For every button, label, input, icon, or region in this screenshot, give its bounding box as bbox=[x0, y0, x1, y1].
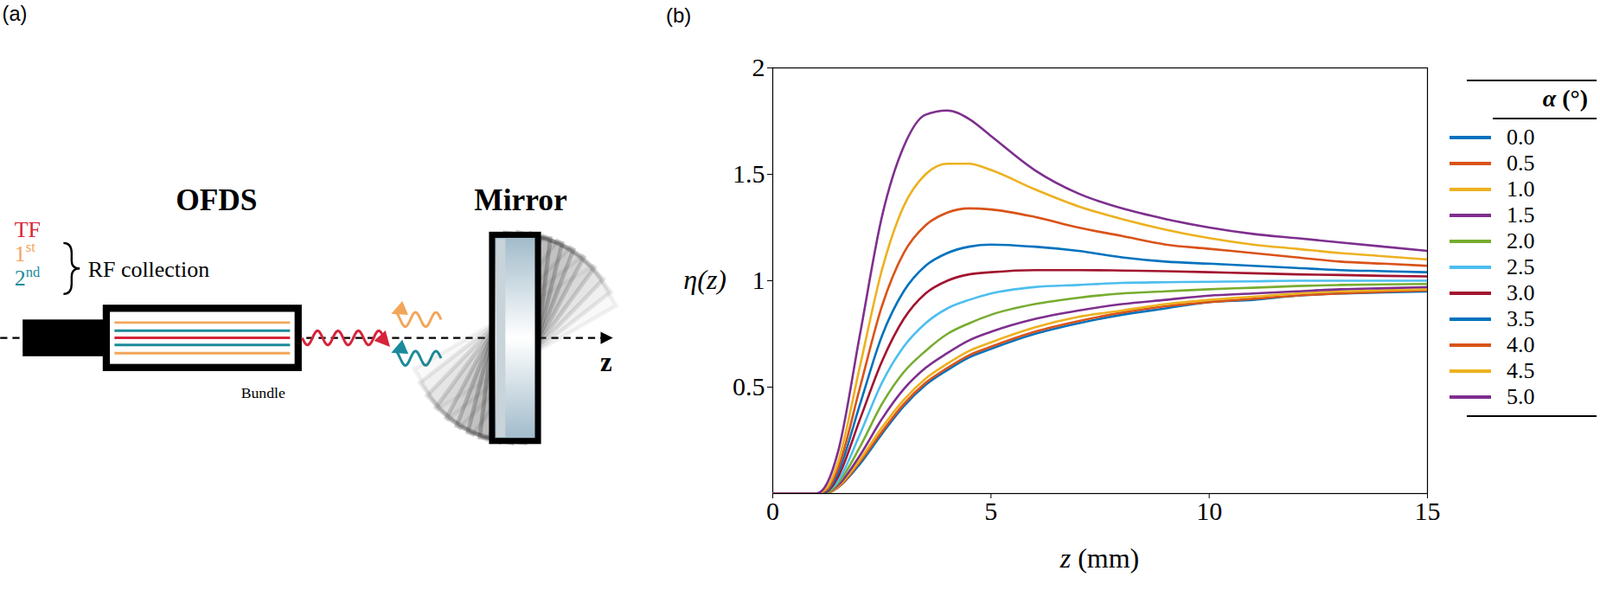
svg-text:10: 10 bbox=[1196, 496, 1223, 525]
html-text:α (°): α (°) bbox=[1542, 84, 1588, 112]
html-text:0.0: 0.0 bbox=[1506, 124, 1535, 150]
svg-text:1.5: 1.5 bbox=[732, 159, 766, 188]
html-text:4.0: 4.0 bbox=[1506, 332, 1535, 358]
svg-text:Bundle: Bundle bbox=[241, 384, 286, 402]
svg-text:Mirror: Mirror bbox=[473, 182, 567, 218]
svg-text:OFDS: OFDS bbox=[175, 182, 257, 218]
svg-text:z: z bbox=[600, 347, 613, 378]
svg-text:RF collection: RF collection bbox=[88, 256, 211, 282]
svg-text:0.5: 0.5 bbox=[732, 371, 766, 401]
svg-text:1: 1 bbox=[752, 265, 766, 295]
svg-text:η(z): η(z) bbox=[683, 263, 727, 295]
html-text:(b): (b) bbox=[665, 3, 692, 27]
svg-text:2nd: 2nd bbox=[14, 263, 41, 292]
svg-text:15: 15 bbox=[1414, 496, 1441, 525]
svg-text:5: 5 bbox=[984, 496, 998, 525]
html-text:3.5: 3.5 bbox=[1506, 306, 1535, 332]
html-text:1.0: 1.0 bbox=[1506, 176, 1535, 202]
html-text:5.0: 5.0 bbox=[1506, 384, 1535, 410]
html-text:0.5: 0.5 bbox=[1506, 150, 1535, 176]
html-text:1.5: 1.5 bbox=[1506, 202, 1535, 228]
svg-text:(a): (a) bbox=[2, 2, 28, 26]
svg-text:1st: 1st bbox=[14, 238, 36, 267]
html-text:2.5: 2.5 bbox=[1506, 254, 1535, 280]
svg-text:TF: TF bbox=[14, 217, 41, 243]
html-text:4.5: 4.5 bbox=[1506, 358, 1535, 384]
svg-text:z (mm): z (mm) bbox=[1059, 542, 1140, 574]
svg-text:0: 0 bbox=[766, 496, 780, 525]
html-text:2.0: 2.0 bbox=[1506, 228, 1535, 254]
html-text:3.0: 3.0 bbox=[1506, 280, 1535, 306]
svg-text:2: 2 bbox=[752, 52, 766, 82]
